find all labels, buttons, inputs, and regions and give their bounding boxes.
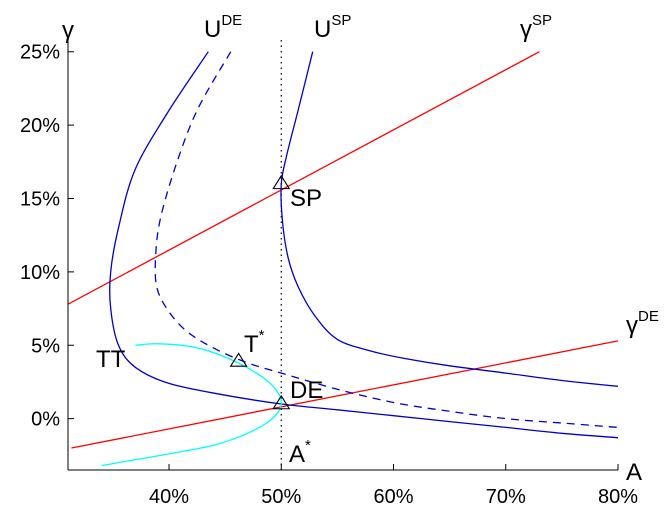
point-sp-label: SP bbox=[290, 185, 322, 212]
gamma-sp-label: γSP bbox=[520, 12, 552, 43]
u-de-dashed-curve bbox=[154, 51, 618, 429]
vline-label: A* bbox=[289, 437, 311, 468]
u-sp-curve bbox=[280, 51, 618, 387]
y-tick-label: 0% bbox=[31, 409, 60, 431]
x-axis-label: A bbox=[626, 459, 642, 486]
x-tick-label: 50% bbox=[261, 486, 301, 508]
gamma-de-label: γDE bbox=[626, 308, 659, 339]
x-tick-label: 60% bbox=[373, 486, 413, 508]
y-tick-label: 15% bbox=[20, 188, 60, 210]
point-t-star-marker bbox=[229, 352, 248, 367]
tt-label: TT bbox=[96, 346, 126, 373]
u-de-curve bbox=[109, 51, 618, 439]
gamma-de-line bbox=[71, 340, 618, 449]
y-axis-label: γ bbox=[62, 17, 74, 44]
y-tick-label: 5% bbox=[31, 335, 60, 357]
point-de-label: DE bbox=[290, 377, 323, 404]
point-sp-marker bbox=[272, 174, 291, 190]
y-tick-label: 10% bbox=[20, 262, 60, 284]
plot-area bbox=[68, 40, 618, 470]
u-sp-label: USP bbox=[314, 12, 351, 43]
x-tick-label: 80% bbox=[598, 486, 638, 508]
y-tick-label: 20% bbox=[20, 115, 60, 137]
tt-curve bbox=[101, 343, 283, 467]
gamma-sp-line bbox=[68, 51, 540, 305]
y-tick-label: 25% bbox=[20, 42, 60, 64]
u-de-label: UDE bbox=[204, 12, 242, 43]
x-tick-label: 40% bbox=[149, 486, 189, 508]
point-de-marker bbox=[272, 394, 291, 410]
x-tick-label: 70% bbox=[486, 486, 526, 508]
point-t-star-label: T* bbox=[244, 327, 265, 358]
